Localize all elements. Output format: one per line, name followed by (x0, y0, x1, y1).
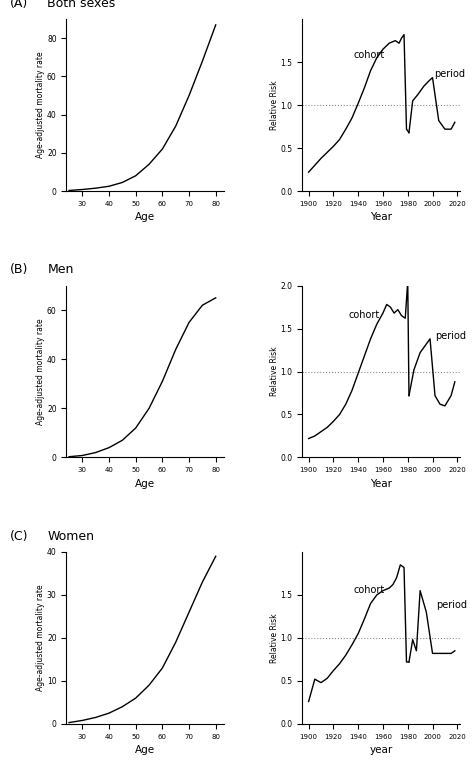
Text: (A): (A) (9, 0, 28, 10)
Y-axis label: Relative Risk: Relative Risk (270, 347, 279, 396)
Text: period: period (436, 601, 467, 611)
X-axis label: Age: Age (135, 479, 155, 489)
Y-axis label: Age-adjusted mortality rate: Age-adjusted mortality rate (36, 318, 46, 425)
Y-axis label: Relative Risk: Relative Risk (270, 613, 279, 663)
Text: cohort: cohort (348, 310, 380, 320)
X-axis label: Age: Age (135, 745, 155, 755)
Text: cohort: cohort (353, 585, 384, 595)
Text: Men: Men (47, 264, 74, 277)
Text: Both sexes: Both sexes (47, 0, 116, 10)
Text: (C): (C) (9, 530, 28, 543)
X-axis label: Year: Year (370, 479, 392, 489)
Text: Women: Women (47, 530, 94, 543)
X-axis label: Year: Year (370, 212, 392, 222)
Text: cohort: cohort (353, 51, 384, 61)
Text: period: period (434, 69, 465, 80)
Y-axis label: Age-adjusted mortality rate: Age-adjusted mortality rate (36, 52, 46, 159)
Y-axis label: Relative Risk: Relative Risk (270, 80, 279, 130)
X-axis label: Age: Age (135, 212, 155, 222)
Text: period: period (435, 332, 466, 342)
Text: (B): (B) (9, 264, 28, 277)
X-axis label: year: year (369, 745, 393, 755)
Y-axis label: Age-adjusted mortality rate: Age-adjusted mortality rate (36, 584, 46, 691)
